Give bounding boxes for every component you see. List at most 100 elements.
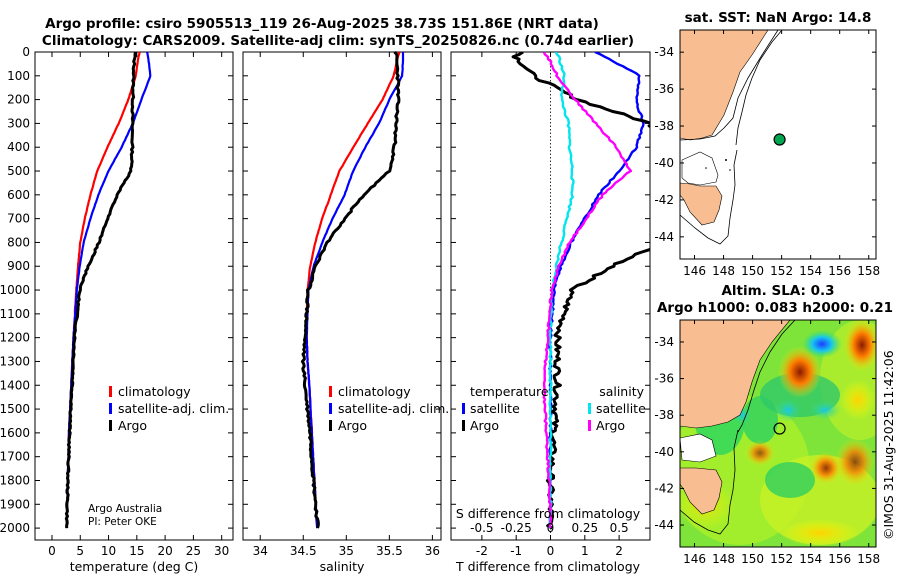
salinity-plot: 34 34.5 35 35.5 36 salinity <box>242 51 442 574</box>
credit-pi: PI: Peter OKE <box>88 516 157 528</box>
x-tick-label: 5 <box>76 544 84 558</box>
y-tick-label: -36 <box>654 82 674 96</box>
x-tick-label: 158 <box>857 264 880 278</box>
y-tick-label: 600 <box>7 188 30 202</box>
title-line1: Argo profile: csiro 5905513_119 26-Aug-2… <box>45 16 599 32</box>
axes-frame <box>242 51 442 541</box>
x-tick-label: 156 <box>828 264 851 278</box>
x-tick-label: 0 <box>547 544 555 558</box>
x-tick-label: 148 <box>712 264 735 278</box>
x-tick-label: 154 <box>799 552 822 566</box>
x-tick-label: 35.5 <box>376 544 403 558</box>
difference-legend: temperature salinity satellite Argo sate… <box>462 384 646 433</box>
legend-label-argo: Argo <box>118 418 147 433</box>
y-tick-label: 500 <box>7 164 30 178</box>
y-tick-label: 1800 <box>0 473 30 487</box>
x-tick-label: 35 <box>339 544 354 558</box>
y-tick-label: 1700 <box>0 450 30 464</box>
argo-marker <box>773 422 786 435</box>
x-axis-label: T difference from climatology <box>455 559 641 574</box>
difference-plot: -2 -1 0 1 2 -0.5 -0.25 0 0.25 0.5S difference fro… <box>450 51 651 574</box>
y-tick-label: -34 <box>654 335 674 349</box>
y-tick-label: 900 <box>7 259 30 273</box>
x-tick-label: 25 <box>186 544 201 558</box>
y-tick-label: -44 <box>654 230 674 244</box>
sla-map-axes: 146 148 150 152 154 156 158 -34 -36 -38 -40 -42 -44 <box>654 319 880 566</box>
legend-swatch-climatology <box>109 386 112 397</box>
y-tick-label: 1500 <box>0 402 30 416</box>
temperature-legend: climatology satellite-adj. clim. Argo <box>109 384 229 433</box>
legend-swatch-t-satellite <box>462 403 465 414</box>
legend-swatch-argo <box>109 420 112 431</box>
mainland-shape <box>680 320 791 429</box>
argo-line <box>300 51 401 529</box>
tasmania-shape <box>680 182 723 226</box>
sst-map <box>680 30 876 259</box>
top-x-tick-label: -0.25 <box>501 521 532 535</box>
legend-label-t-argo: Argo <box>470 418 499 433</box>
y-tick-label: 1100 <box>0 307 30 321</box>
x-tick-label: 150 <box>741 552 764 566</box>
y-tick-label: 1200 <box>0 331 30 345</box>
y-tick-label: 100 <box>7 69 30 83</box>
map2-subtitle: Argo h1000: 0.083 h2000: 0.21 <box>657 300 893 316</box>
y-tick-label: -44 <box>654 518 674 532</box>
legend-swatch-climatology <box>329 386 332 397</box>
credit-org: Argo Australia <box>88 503 162 515</box>
salinity-legend: climatology satellite-adj. clim. Argo <box>329 384 449 433</box>
temperature-plot: 0100200300400500600700800900100011001200… <box>0 45 234 574</box>
map-frame <box>679 29 877 260</box>
x-axis-label: temperature (deg C) <box>70 559 199 574</box>
legend-label-satellite: satellite-adj. clim. <box>338 401 449 416</box>
x-tick-label: -1 <box>510 544 522 558</box>
y-tick-label: -36 <box>654 372 674 386</box>
difference-series <box>511 52 650 530</box>
legend-label-s-satellite: satellite <box>596 401 646 416</box>
x-tick-label: 150 <box>741 264 764 278</box>
top-x-tick-label: -0.5 <box>470 521 493 535</box>
map1-title: sat. SST: NaN Argo: 14.8 <box>685 10 872 26</box>
sla-map <box>680 320 876 547</box>
y-tick-label: 700 <box>7 212 30 226</box>
y-tick-label: -40 <box>654 156 674 170</box>
x-tick-label: 152 <box>770 264 793 278</box>
y-tick-label: 1400 <box>0 378 30 392</box>
x-tick-label: 34.5 <box>290 544 317 558</box>
argo-line <box>64 51 137 529</box>
sla-high-anomaly <box>778 346 822 398</box>
y-tick-label: -38 <box>654 119 674 133</box>
y-tick-label: 0 <box>22 45 30 59</box>
sst-map-axes: 146 148 150 152 154 156 158 -34 -36 -38 -40 -42 -44 <box>654 29 880 278</box>
legend-label-argo: Argo <box>338 418 367 433</box>
legend-header-temperature: temperature <box>470 384 549 399</box>
legend-label-s-argo: Argo <box>596 418 625 433</box>
watermark: ©IMOS 31-Aug-2025 11:42:06 <box>881 350 896 540</box>
x-tick-label: 158 <box>857 552 880 566</box>
map-frame <box>679 319 877 548</box>
x-tick-label: 30 <box>214 544 229 558</box>
title-line2: Climatology: CARS2009. Satellite-adj cli… <box>42 33 634 49</box>
y-tick-label: 1900 <box>0 497 30 511</box>
x-tick-label: 146 <box>683 552 706 566</box>
legend-swatch-s-argo <box>588 420 591 431</box>
x-tick-label: 15 <box>129 544 144 558</box>
y-tick-label: 1600 <box>0 426 30 440</box>
y-tick-label: 300 <box>7 116 30 130</box>
legend-swatch-satellite <box>329 403 332 414</box>
top-x-axis-label: S difference from climatology <box>456 506 641 521</box>
top-x-tick-label: 0.5 <box>610 521 629 535</box>
legend-swatch-s-satellite <box>588 403 591 414</box>
top-x-tick-label: 0.25 <box>571 521 598 535</box>
y-tick-label: -40 <box>654 445 674 459</box>
x-tick-label: 156 <box>828 552 851 566</box>
y-tick-label: -42 <box>654 193 674 207</box>
y-tick-label: 800 <box>7 235 30 249</box>
legend-label-climatology: climatology <box>118 384 191 399</box>
x-tick-label: 34 <box>253 544 268 558</box>
x-tick-label: 146 <box>683 264 706 278</box>
legend-label-climatology: climatology <box>338 384 411 399</box>
x-tick-label: 20 <box>157 544 172 558</box>
legend-swatch-t-argo <box>462 420 465 431</box>
x-tick-label: 36 <box>425 544 440 558</box>
